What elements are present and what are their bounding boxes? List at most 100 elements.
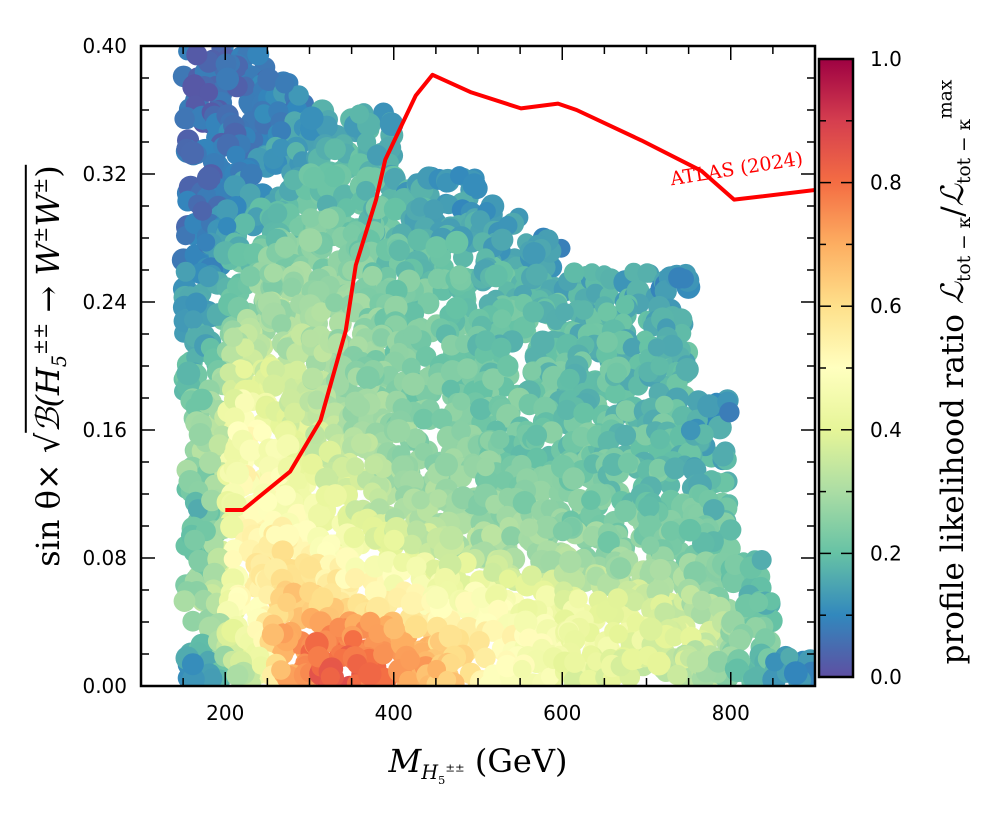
scatter-point — [262, 374, 285, 397]
y-tick-label: 0.16 — [82, 418, 127, 442]
scatter-point — [571, 426, 592, 447]
scatter-point — [257, 492, 278, 512]
scatter-point — [525, 263, 548, 286]
y-tick-label: 0.32 — [82, 162, 127, 186]
scatter-point — [267, 203, 288, 224]
scatter-point — [498, 569, 518, 589]
scatter-point — [462, 173, 486, 197]
scatter-point — [650, 357, 669, 376]
scatter-point — [239, 183, 261, 205]
scatter-point — [202, 668, 223, 686]
scatter-point — [614, 500, 637, 522]
y-tick-label: 0.40 — [82, 34, 127, 58]
atlas-annotation: ATLAS (2024) — [668, 148, 805, 191]
scatter-point — [233, 213, 256, 235]
scatter-point — [751, 550, 772, 570]
x-tick-label: 200 — [206, 701, 244, 725]
scatter-point — [496, 654, 519, 678]
scatter-point — [535, 515, 559, 539]
scatter-point — [519, 518, 539, 537]
scatter-point — [476, 457, 495, 477]
scatter-point — [556, 399, 578, 420]
scatter-point — [728, 629, 751, 652]
scatter-point — [484, 264, 508, 288]
scatter-point — [411, 490, 431, 510]
scatter-point — [522, 301, 544, 323]
scatter-point — [451, 421, 471, 441]
scatter-point — [234, 393, 255, 413]
x-axis-label: MH5±± (GeV) — [388, 742, 568, 788]
scatter-point — [559, 368, 580, 389]
scatter-point — [597, 302, 617, 322]
scatter-point — [692, 590, 712, 611]
scatter-point — [686, 650, 709, 673]
scatter-point — [478, 673, 502, 686]
scatter-point — [271, 138, 291, 158]
scatter-point — [356, 366, 380, 390]
scatter-point — [403, 325, 422, 344]
scatter-point — [383, 529, 405, 551]
scatter-point — [522, 242, 546, 265]
scatter-point — [364, 455, 384, 475]
scatter-point — [235, 360, 254, 379]
scatter-point — [491, 228, 514, 251]
scatter-point — [368, 624, 388, 644]
scatter-point — [647, 651, 671, 676]
scatter-point — [325, 293, 344, 313]
scatter-point — [597, 430, 620, 453]
scatter-point — [388, 239, 410, 261]
scatter-point — [308, 503, 331, 527]
scatter-point — [185, 292, 208, 315]
scatter-point — [298, 228, 323, 253]
x-tick-label: 600 — [543, 701, 581, 725]
scatter-point — [191, 388, 213, 411]
scatter-point — [497, 355, 519, 377]
x-tick-label: 400 — [375, 701, 413, 725]
scatter-point — [275, 485, 296, 506]
scatter-point — [400, 591, 424, 615]
scatter-point — [399, 670, 418, 686]
scatter-point — [481, 524, 503, 547]
atlas-limit-line — [225, 72, 815, 512]
scatter-point — [667, 664, 688, 686]
scatter-point — [188, 549, 211, 573]
scatter-point — [240, 163, 263, 187]
scatter-point — [530, 330, 555, 355]
scatter-point — [638, 496, 660, 518]
scatter-point — [226, 145, 246, 165]
scatter-point — [614, 424, 637, 447]
scatter-point — [307, 390, 327, 410]
x-tick-label: 800 — [712, 701, 750, 725]
scatter-point — [649, 558, 672, 581]
scatter-point — [386, 419, 411, 443]
scatter-point — [783, 661, 808, 685]
scatter-point — [417, 292, 440, 315]
scatter-point — [680, 420, 701, 441]
scatter-point — [475, 647, 496, 669]
scatter-point — [609, 557, 632, 579]
scatter-point — [311, 587, 334, 610]
scatter-point — [188, 423, 212, 446]
scatter-point — [343, 526, 365, 549]
scatter-point — [318, 208, 339, 229]
scatter-point — [266, 360, 286, 380]
scatter-point — [521, 565, 542, 586]
scatter-point — [301, 208, 321, 228]
scatter-point — [301, 367, 324, 389]
scatter-point — [712, 445, 734, 467]
scatter-point — [512, 491, 537, 515]
scatter-point — [274, 236, 297, 258]
scatter-point — [563, 262, 585, 284]
scatter-point — [438, 624, 463, 649]
scatter-point — [661, 520, 681, 541]
scatter-point — [720, 519, 742, 541]
scatter-point — [196, 166, 221, 191]
y-axis-label: sin θ× √ℬ(H5±± → W±W±) — [24, 165, 71, 567]
scatter-point — [289, 472, 308, 491]
scatter-point — [271, 314, 292, 334]
scatter-point — [300, 106, 324, 130]
scatter-point — [407, 228, 430, 251]
scatter-point — [383, 197, 407, 221]
scatter-point — [247, 46, 270, 66]
scatter-point — [400, 650, 421, 671]
